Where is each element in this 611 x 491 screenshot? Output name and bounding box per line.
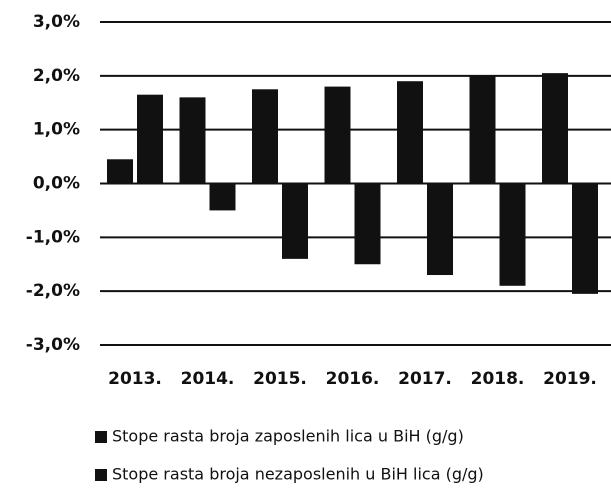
y-tick-label: -2,0% [26, 281, 80, 301]
x-tick-label: 2019. [543, 369, 597, 389]
bar [397, 81, 423, 184]
bar [572, 183, 598, 294]
bar [107, 159, 133, 184]
x-tick-label: 2016. [326, 369, 380, 389]
x-tick-label: 2017. [398, 369, 452, 389]
y-tick-label: 3,0% [33, 12, 80, 32]
bar [427, 183, 453, 276]
x-tick-label: 2014. [181, 369, 235, 389]
bar [354, 183, 381, 265]
legend-label: Stope rasta broja zaposlenih lica u BiH … [112, 427, 464, 446]
bar [179, 97, 206, 184]
x-tick-label: 2018. [471, 369, 525, 389]
bar [282, 183, 308, 259]
y-tick-label: 1,0% [33, 120, 80, 140]
bar [469, 75, 496, 184]
legend-swatch [95, 469, 107, 481]
y-tick-label: -1,0% [26, 227, 80, 247]
bar [209, 183, 236, 211]
x-tick-label: 2015. [253, 369, 307, 389]
bar [499, 183, 526, 286]
legend-swatch [95, 431, 107, 443]
x-tick-label: 2013. [108, 369, 162, 389]
legend: Stope rasta broja zaposlenih lica u BiH … [95, 427, 484, 484]
bar [252, 89, 278, 184]
legend-label: Stope rasta broja nezaposlenih u BiH lic… [112, 465, 484, 484]
bar [324, 86, 351, 184]
y-tick-label: -3,0% [26, 335, 80, 355]
y-tick-label: 2,0% [33, 66, 80, 86]
bar [137, 94, 163, 184]
y-tick-label: 0,0% [33, 174, 80, 194]
bar [542, 73, 568, 184]
